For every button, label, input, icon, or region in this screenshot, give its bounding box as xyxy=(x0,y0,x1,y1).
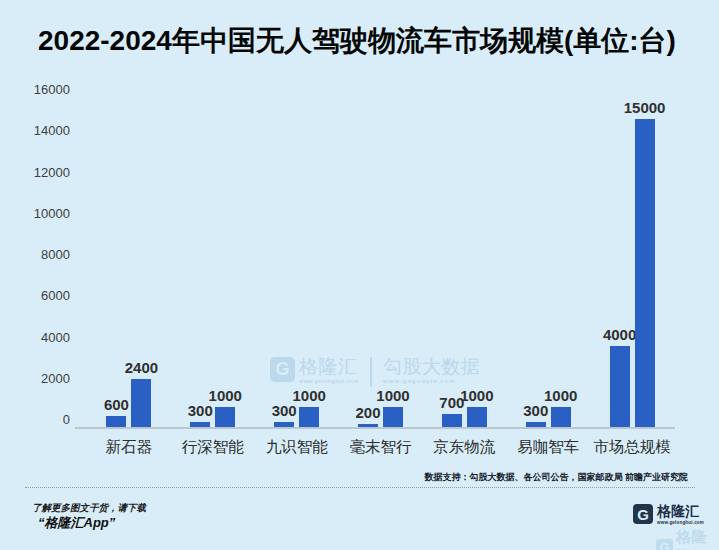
bar-group: 3001000 xyxy=(255,407,339,428)
watermark-brand: 格隆汇 xyxy=(299,357,359,376)
bar-value-label: 1000 xyxy=(376,387,409,404)
gelonghui-logo-name: 格隆汇 xyxy=(657,504,704,519)
bar-value-label: 15000 xyxy=(624,99,666,116)
bar-value-label: 1000 xyxy=(544,387,577,404)
first-bar: 700 xyxy=(442,414,462,428)
bar-group: 3001000 xyxy=(506,407,590,428)
footer-divider xyxy=(25,487,695,488)
promo-text-line2: “格隆汇App” xyxy=(38,514,115,532)
gelonghui-logo-url: www.gelonghui.com xyxy=(657,520,704,525)
watermark-data-brand: 勾股大数据 xyxy=(383,357,481,376)
gelonghui-logo-icon: G xyxy=(633,504,653,524)
gelonghui-logo-icon: G xyxy=(656,539,673,550)
y-tick-label: 6000 xyxy=(41,288,70,303)
watermark-data-url: www.gogudata.com xyxy=(383,378,481,384)
x-category-label: 市场总规模 xyxy=(590,437,674,458)
x-category-label: 新石器 xyxy=(87,437,171,458)
watermark-brand-url: www.gelonghui.com xyxy=(299,378,359,384)
bar-value-label: 600 xyxy=(104,396,129,413)
x-category-label: 易咖智车 xyxy=(506,437,590,458)
y-tick-label: 2000 xyxy=(41,371,70,386)
y-tick-label: 12000 xyxy=(34,165,70,180)
gelonghui-watermark-name: 格隆汇 xyxy=(676,528,719,550)
y-tick-label: 0 xyxy=(63,412,70,427)
bar-group: 700 1000 xyxy=(422,407,506,428)
center-watermark: G 格隆汇 www.gelonghui.com 勾股大数据 www.goguda… xyxy=(270,357,481,387)
first-bar: 4000 xyxy=(610,346,630,429)
x-category-label: 行深智能 xyxy=(171,437,255,458)
watermark-divider xyxy=(370,357,372,387)
y-tick-label: 4000 xyxy=(41,330,70,345)
second-bar: 2400 xyxy=(131,379,151,429)
y-tick-label: 14000 xyxy=(34,123,70,138)
second-bar: 1000 xyxy=(467,407,487,428)
data-source-note: 数据支持：勾股大数据、各公司公告，国家邮政局 前瞻产业研究院 xyxy=(424,471,688,484)
second-bar: 1000 xyxy=(551,407,571,428)
bar-group: 3001000 xyxy=(171,407,255,428)
x-axis-labels: 新石器行深智能九识智能毫末智行京东物流易咖智车市场总规模 xyxy=(87,437,674,458)
bar-group: 400015000 xyxy=(590,119,674,428)
gelonghui-logo-icon: G xyxy=(270,357,295,382)
bar-group: 2001000 xyxy=(339,407,423,428)
y-tick-label: 10000 xyxy=(34,206,70,221)
x-category-label: 京东物流 xyxy=(422,437,506,458)
bar-group: 6002400 xyxy=(87,379,171,429)
bar-value-label: 1000 xyxy=(460,387,493,404)
x-axis-line xyxy=(75,427,675,429)
bar-value-label: 1000 xyxy=(292,387,325,404)
y-tick-label: 8000 xyxy=(41,247,70,262)
bar-value-label: 2400 xyxy=(125,359,158,376)
second-bar: 15000 xyxy=(635,119,655,428)
bar-value-label: 200 xyxy=(355,404,380,421)
y-tick-label: 16000 xyxy=(34,82,70,97)
y-axis: 0200040006000800010000120001400016000 xyxy=(0,98,70,428)
x-category-label: 毫末智行 xyxy=(339,437,423,458)
bar-value-label: 4000 xyxy=(603,326,636,343)
second-bar: 1000 xyxy=(383,407,403,428)
bar-value-label: 1000 xyxy=(209,387,242,404)
x-category-label: 九识智能 xyxy=(255,437,339,458)
gelonghui-logo: G 格隆汇 www.gelonghui.com xyxy=(633,504,704,525)
second-bar: 1000 xyxy=(299,407,319,428)
gelonghui-corner-watermark: G 格隆汇 xyxy=(656,528,719,550)
chart-title: 2022-2024年中国无人驾驶物流车市场规模(单位:台) xyxy=(38,22,676,60)
second-bar: 1000 xyxy=(215,407,235,428)
